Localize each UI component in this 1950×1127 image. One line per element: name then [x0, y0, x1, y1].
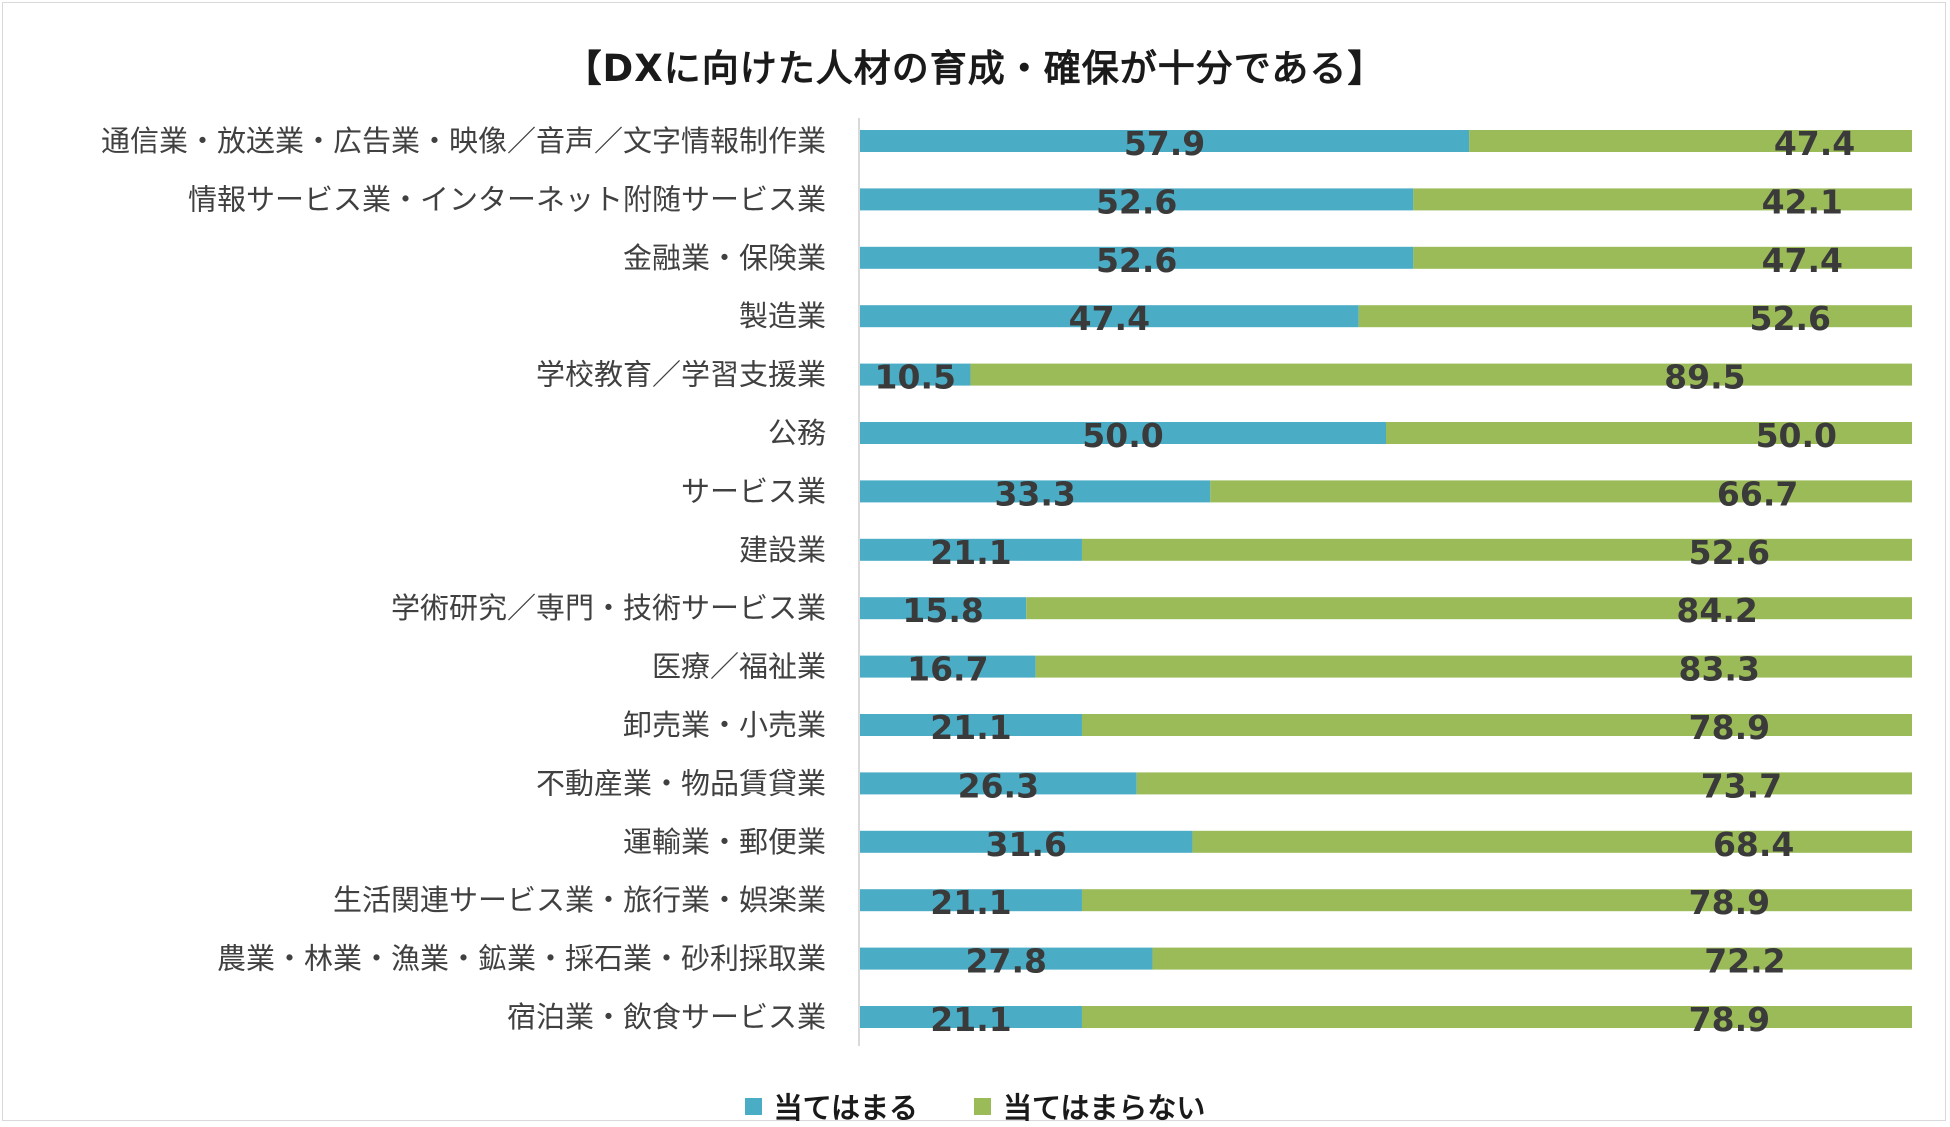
data-label-no: 73.7 — [1701, 766, 1782, 805]
bar-segment-no — [1081, 714, 1912, 736]
bar-segment-no — [1081, 889, 1912, 912]
data-label-no: 72.2 — [1704, 942, 1785, 981]
data-label-no: 47.4 — [1774, 124, 1855, 163]
data-label-yes: 50.0 — [1082, 416, 1163, 455]
data-label-no: 50.0 — [1756, 416, 1837, 455]
data-label-no: 52.6 — [1689, 533, 1770, 572]
data-label-no: 78.9 — [1689, 1000, 1770, 1039]
category-label: 運輸業・郵便業 — [623, 825, 826, 859]
bar-segment-no — [1413, 246, 1912, 269]
bar-segment-yes — [860, 597, 1027, 620]
bar-segment-no — [1210, 480, 1912, 503]
legend-label-yes: 当てはまる — [773, 1091, 918, 1125]
bar-segment-yes — [860, 714, 1082, 736]
data-label-no: 83.3 — [1678, 650, 1759, 689]
data-label-yes: 21.1 — [930, 883, 1011, 922]
data-label-yes: 26.3 — [958, 766, 1039, 805]
bar-segment-yes — [860, 830, 1193, 853]
bar-segment-yes — [860, 1006, 1082, 1028]
data-label-no: 66.7 — [1717, 474, 1798, 513]
bar-segment-yes — [860, 889, 1082, 912]
data-label-no: 68.4 — [1713, 825, 1794, 864]
bar-segment-yes — [860, 188, 1414, 211]
data-label-yes: 52.6 — [1096, 241, 1177, 280]
data-label-yes: 21.1 — [930, 533, 1011, 572]
category-label: 学術研究／専門・技術サービス業 — [391, 591, 826, 625]
bar-segment-no — [1358, 305, 1912, 328]
data-label-no: 89.5 — [1664, 358, 1745, 397]
data-label-yes: 21.1 — [930, 1000, 1011, 1039]
legend-item-no: 当てはまらない — [974, 1085, 1205, 1127]
category-label: 通信業・放送業・広告業・映像／音声／文字情報制作業 — [101, 124, 826, 158]
data-label-no: 84.2 — [1676, 591, 1757, 630]
category-label: 卸売業・小売業 — [623, 708, 826, 742]
legend-item-yes: 当てはまる — [744, 1085, 918, 1127]
bar-segment-yes — [860, 538, 1082, 561]
data-label-yes: 33.3 — [994, 474, 1075, 513]
category-label: 宿泊業・飲食サービス業 — [507, 1000, 826, 1034]
bar-segment-no — [1081, 1006, 1912, 1028]
bar-segment-no — [1386, 422, 1912, 444]
bar-segment-yes — [860, 480, 1211, 503]
bar-segment-yes — [860, 130, 1470, 152]
data-label-yes: 15.8 — [902, 591, 983, 630]
category-label: サービス業 — [681, 474, 826, 508]
category-label: 不動産業・物品賃貸業 — [536, 766, 826, 800]
data-label-no: 42.1 — [1762, 182, 1843, 221]
data-label-no: 47.4 — [1762, 241, 1843, 280]
bar-segment-yes — [860, 422, 1386, 444]
data-label-no: 78.9 — [1689, 708, 1770, 747]
bar-segment-no — [1469, 130, 1912, 152]
bar-segment-no — [1035, 655, 1912, 678]
chart-legend: 当てはまる 当てはまらない — [0, 1085, 1950, 1127]
legend-swatch-no — [974, 1097, 991, 1115]
category-label: 学校教育／学習支援業 — [536, 358, 826, 392]
bar-segment-yes — [860, 363, 971, 386]
category-label: 製造業 — [739, 299, 826, 333]
data-label-yes: 31.6 — [986, 825, 1067, 864]
bar-segment-yes — [860, 246, 1414, 269]
bar-segment-yes — [860, 655, 1036, 678]
data-label-yes: 52.6 — [1096, 182, 1177, 221]
bar-segment-no — [970, 363, 1912, 386]
bar-segment-no — [1192, 830, 1912, 853]
data-label-yes: 57.9 — [1124, 124, 1205, 163]
category-label: 生活関連サービス業・旅行業・娯楽業 — [333, 883, 826, 917]
bar-segment-no — [1136, 772, 1912, 795]
data-label-yes: 10.5 — [875, 358, 956, 397]
bar-segment-yes — [860, 947, 1153, 970]
data-label-yes: 27.8 — [966, 942, 1047, 981]
bar-segment-no — [1413, 188, 1912, 211]
bar-segment-yes — [860, 772, 1137, 795]
bar-segment-no — [1026, 597, 1912, 620]
bar-segment-no — [1081, 538, 1912, 561]
category-label: 医療／福祉業 — [652, 650, 826, 684]
category-label: 公務 — [768, 416, 826, 450]
category-label: 農業・林業・漁業・鉱業・採石業・砂利採取業 — [217, 942, 826, 976]
data-label-no: 52.6 — [1750, 299, 1831, 338]
bar-segment-yes — [860, 305, 1359, 328]
data-label-no: 78.9 — [1689, 883, 1770, 922]
legend-label-no: 当てはまらない — [1003, 1091, 1206, 1125]
data-label-yes: 21.1 — [930, 708, 1011, 747]
chart-title: 【DXに向けた人材の育成・確保が十分である】 — [564, 47, 1386, 90]
bar-segment-no — [1152, 947, 1912, 970]
data-label-yes: 47.4 — [1069, 299, 1150, 338]
data-label-yes: 16.7 — [907, 650, 988, 689]
category-label: 情報サービス業・インターネット附随サービス業 — [188, 182, 826, 216]
legend-swatch-yes — [744, 1097, 762, 1115]
category-label: 建設業 — [739, 533, 826, 567]
category-label: 金融業・保険業 — [623, 241, 826, 275]
